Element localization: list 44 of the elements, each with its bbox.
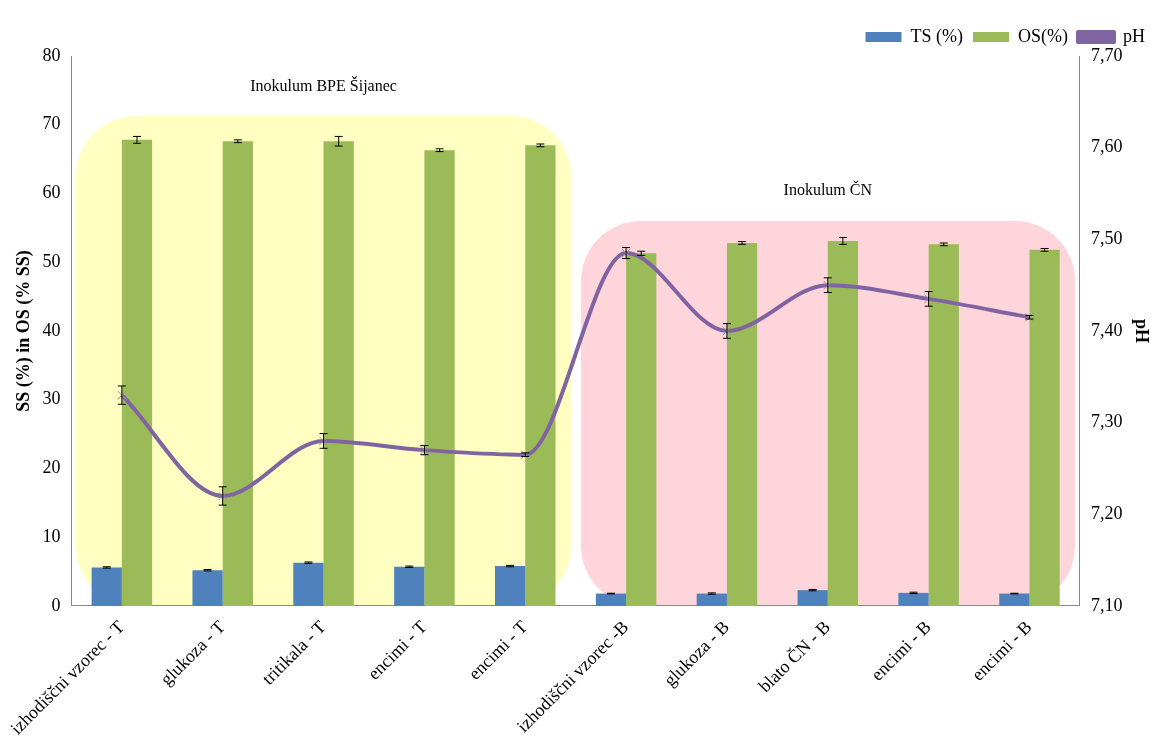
y2-tick-label: 7,40 bbox=[1090, 319, 1123, 340]
x-tick-label: blato ČN - B bbox=[753, 615, 834, 697]
bar bbox=[394, 566, 425, 606]
y2-tick-label: 7,60 bbox=[1090, 136, 1123, 157]
annotation: Inokulum ČN bbox=[783, 180, 873, 199]
bar bbox=[928, 244, 959, 606]
y-tick-label: 0 bbox=[51, 594, 61, 615]
legend-label: pH bbox=[1123, 25, 1145, 46]
bar bbox=[999, 593, 1030, 606]
bar bbox=[121, 139, 153, 606]
y2-tick-label: 7,70 bbox=[1090, 44, 1123, 65]
y-tick-label: 50 bbox=[42, 250, 61, 271]
bar bbox=[192, 570, 223, 606]
bar bbox=[797, 590, 828, 606]
bar bbox=[595, 593, 627, 606]
y2-axis-title: pH bbox=[1131, 318, 1152, 343]
y-tick-label: 60 bbox=[42, 182, 61, 203]
bar bbox=[1029, 249, 1060, 606]
annotation: Inokulum BPE Šijanec bbox=[250, 75, 397, 95]
bar bbox=[525, 145, 556, 606]
bar bbox=[626, 253, 657, 606]
y-tick-label: 80 bbox=[42, 44, 61, 65]
legend-label: OS(%) bbox=[1018, 25, 1069, 47]
y-tick-label: 30 bbox=[42, 388, 61, 409]
bar bbox=[323, 141, 354, 606]
bar bbox=[898, 592, 929, 606]
legend-label: TS (%) bbox=[910, 25, 964, 47]
y2-tick-label: 7,20 bbox=[1090, 503, 1123, 524]
bar bbox=[827, 240, 859, 606]
y-tick-label: 20 bbox=[42, 457, 61, 478]
y-tick-label: 70 bbox=[42, 113, 61, 134]
y-tick-label: 10 bbox=[42, 525, 61, 546]
bar bbox=[696, 593, 727, 606]
y2-tick-label: 7,50 bbox=[1090, 228, 1123, 249]
y2-tick-label: 7,30 bbox=[1090, 411, 1123, 432]
bar bbox=[726, 242, 758, 606]
bar bbox=[495, 566, 526, 606]
bar bbox=[222, 141, 253, 606]
y-axis-title: SS (%) in OS (% SS) bbox=[13, 250, 35, 412]
bar bbox=[424, 150, 455, 606]
bar bbox=[293, 562, 324, 606]
y2-tick-label: 7,10 bbox=[1090, 594, 1123, 615]
bar bbox=[91, 567, 122, 606]
y-tick-label: 40 bbox=[42, 319, 61, 340]
